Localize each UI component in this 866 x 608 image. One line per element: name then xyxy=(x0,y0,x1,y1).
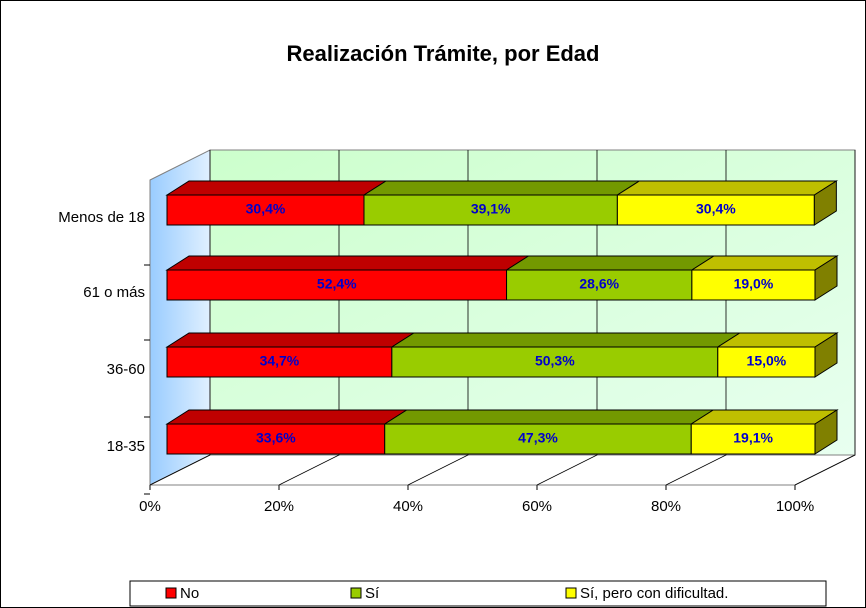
grid-line xyxy=(536,150,598,486)
bar xyxy=(166,194,365,226)
y-tick-label: Menos de 18 xyxy=(58,209,145,226)
grid-line xyxy=(407,150,469,486)
grid-line xyxy=(149,150,211,486)
legend-label: Sí xyxy=(365,585,380,602)
value-label: 33,6% xyxy=(256,430,296,446)
bar-top xyxy=(615,180,839,196)
bar-top xyxy=(165,332,416,348)
legend-swatch xyxy=(350,587,362,599)
value-label: 19,1% xyxy=(733,430,773,446)
x-tick-label: 20% xyxy=(264,498,294,515)
bar-end xyxy=(814,409,838,455)
bar-top xyxy=(504,255,716,271)
legend xyxy=(129,580,827,607)
x-tick-label: 60% xyxy=(522,498,552,515)
bar-top xyxy=(689,409,839,425)
chart-title: Realización Trámite, por Edad xyxy=(287,41,600,66)
grid-line xyxy=(794,150,856,486)
value-label: 52,4% xyxy=(317,276,357,292)
value-label: 34,7% xyxy=(260,353,300,369)
value-label: 50,3% xyxy=(535,353,575,369)
bar-top xyxy=(362,180,642,196)
value-label: 30,4% xyxy=(696,201,736,217)
legend-label: No xyxy=(180,585,199,602)
bar-top xyxy=(390,332,742,348)
value-label: 15,0% xyxy=(747,353,787,369)
bar xyxy=(616,194,815,226)
value-label: 30,4% xyxy=(246,201,286,217)
bar-top xyxy=(165,255,531,271)
bar-top xyxy=(165,180,388,196)
bar xyxy=(363,194,618,226)
x-tick-label: 100% xyxy=(776,498,814,515)
bar-end xyxy=(814,255,838,301)
bar-top xyxy=(383,409,715,425)
legend-swatch xyxy=(165,587,177,599)
y-tick-label: 36-60 xyxy=(107,361,145,378)
bar xyxy=(506,269,693,301)
bar-end xyxy=(813,180,837,226)
value-label: 19,0% xyxy=(734,276,774,292)
value-label: 28,6% xyxy=(579,276,619,292)
y-tick-label: 18-35 xyxy=(107,438,145,455)
grid-line xyxy=(278,150,340,486)
x-tick-label: 80% xyxy=(651,498,681,515)
bar xyxy=(384,423,692,455)
bar-top xyxy=(165,409,409,425)
x-tick-label: 0% xyxy=(139,498,161,515)
bar xyxy=(166,423,386,455)
legend-label: Sí, pero con dificultad. xyxy=(580,585,728,602)
value-label: 47,3% xyxy=(518,430,558,446)
bar xyxy=(166,346,393,378)
y-tick-label: 61 o más xyxy=(83,284,145,301)
x-tick-label: 40% xyxy=(393,498,423,515)
legend-swatch xyxy=(565,587,577,599)
bar xyxy=(717,346,816,378)
grid-line xyxy=(665,150,727,486)
bar xyxy=(391,346,719,378)
floor xyxy=(149,454,856,486)
value-label: 39,1% xyxy=(471,201,511,217)
bar-top xyxy=(690,255,839,271)
bar-end xyxy=(814,332,838,378)
